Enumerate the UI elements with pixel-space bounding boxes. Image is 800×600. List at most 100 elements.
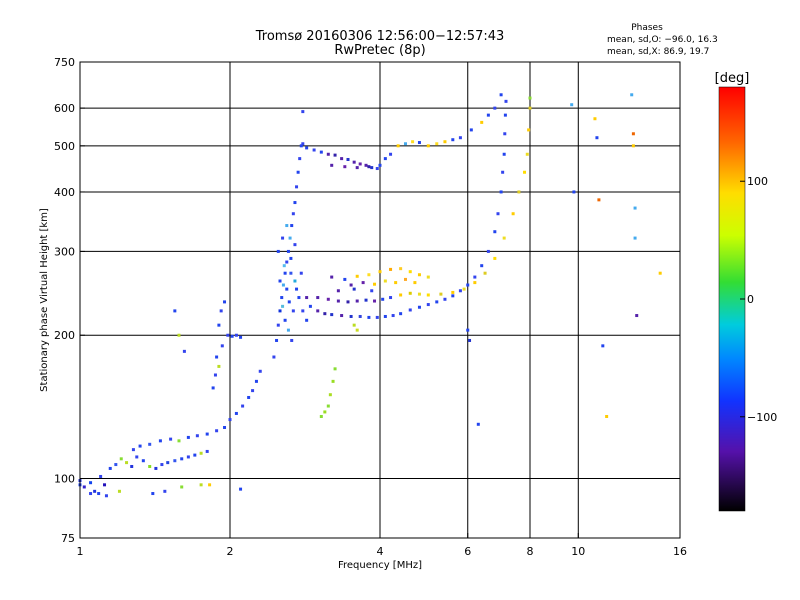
data-point [239, 487, 243, 491]
data-point [326, 404, 330, 408]
data-point [182, 349, 186, 353]
data-point [211, 386, 215, 390]
data-point [82, 485, 86, 489]
data-point [523, 170, 527, 174]
data-point [291, 212, 295, 216]
data-point [343, 165, 347, 169]
data-point [349, 283, 353, 287]
data-point [595, 136, 599, 140]
data-point [493, 106, 497, 110]
data-point [443, 297, 447, 301]
data-point [499, 93, 503, 97]
data-point [295, 287, 299, 291]
data-point [89, 481, 93, 485]
data-point [451, 290, 455, 294]
y-tick-label: 75 [61, 532, 75, 545]
data-point [223, 300, 227, 304]
data-point [399, 267, 403, 271]
x-tick-label: 6 [464, 545, 471, 558]
data-point [103, 483, 107, 487]
phases-x-stats: mean, sd,X: 86.9, 19.7 [607, 47, 709, 57]
data-point [333, 367, 337, 371]
colorbar-label: [deg] [715, 71, 750, 86]
data-point [373, 299, 377, 303]
data-point [355, 328, 359, 332]
data-point [180, 485, 184, 489]
data-point [572, 190, 576, 194]
data-point [503, 113, 507, 117]
data-point [213, 373, 217, 377]
data-point [138, 444, 142, 448]
data-point [528, 96, 532, 100]
data-point [323, 410, 327, 414]
data-point [323, 312, 327, 316]
chart-subtitle: RwPretec (8p) [334, 43, 425, 58]
x-tick-label: 8 [527, 545, 534, 558]
data-point [281, 304, 285, 308]
data-point [373, 282, 377, 286]
data-point [502, 152, 506, 156]
data-point [275, 338, 279, 342]
data-point [443, 140, 447, 144]
data-point [169, 437, 173, 441]
data-point [364, 163, 368, 167]
data-point [220, 344, 224, 348]
data-point [305, 296, 309, 300]
data-point [199, 451, 203, 455]
data-point [352, 323, 356, 327]
data-point [597, 198, 601, 202]
data-point [230, 334, 234, 338]
chart-title: Tromsø 20160306 12:56:00−12:57:43 [255, 29, 505, 44]
data-point [493, 256, 497, 260]
data-point [119, 457, 123, 461]
data-point [251, 389, 255, 393]
data-point [258, 369, 262, 373]
data-point [408, 291, 412, 295]
data-point [480, 264, 484, 268]
data-point [336, 299, 340, 303]
data-point [205, 432, 209, 436]
data-point [367, 273, 371, 277]
data-point [364, 298, 368, 302]
data-point [285, 260, 289, 264]
data-point [389, 152, 393, 156]
data-point [375, 167, 379, 171]
data-point [426, 293, 430, 297]
data-point [278, 279, 282, 283]
x-tick-label: 16 [673, 545, 687, 558]
data-point [658, 271, 662, 275]
data-point [426, 303, 430, 307]
data-point [501, 170, 505, 174]
y-tick-label: 400 [54, 186, 75, 199]
data-point [383, 314, 387, 318]
data-point [286, 249, 290, 253]
data-point [517, 190, 521, 194]
data-point [355, 274, 359, 278]
data-point [328, 393, 332, 397]
data-point [97, 492, 101, 496]
data-point [104, 494, 108, 498]
data-point [473, 281, 477, 285]
data-point [108, 466, 112, 470]
data-point [135, 455, 139, 459]
data-point [131, 448, 135, 452]
data-point [308, 304, 312, 308]
data-point [299, 271, 303, 275]
data-point [502, 236, 506, 240]
data-point [289, 271, 293, 275]
data-point [383, 279, 387, 283]
data-point [316, 309, 320, 313]
data-point [278, 309, 282, 313]
data-point [601, 344, 605, 348]
data-point [403, 142, 407, 146]
data-point [426, 144, 430, 148]
data-point [295, 185, 299, 189]
data-point [234, 333, 238, 337]
data-point [223, 425, 227, 429]
data-point [296, 170, 300, 174]
data-point [378, 163, 382, 167]
data-point [293, 243, 297, 247]
data-point [319, 414, 323, 418]
data-point [286, 328, 290, 332]
